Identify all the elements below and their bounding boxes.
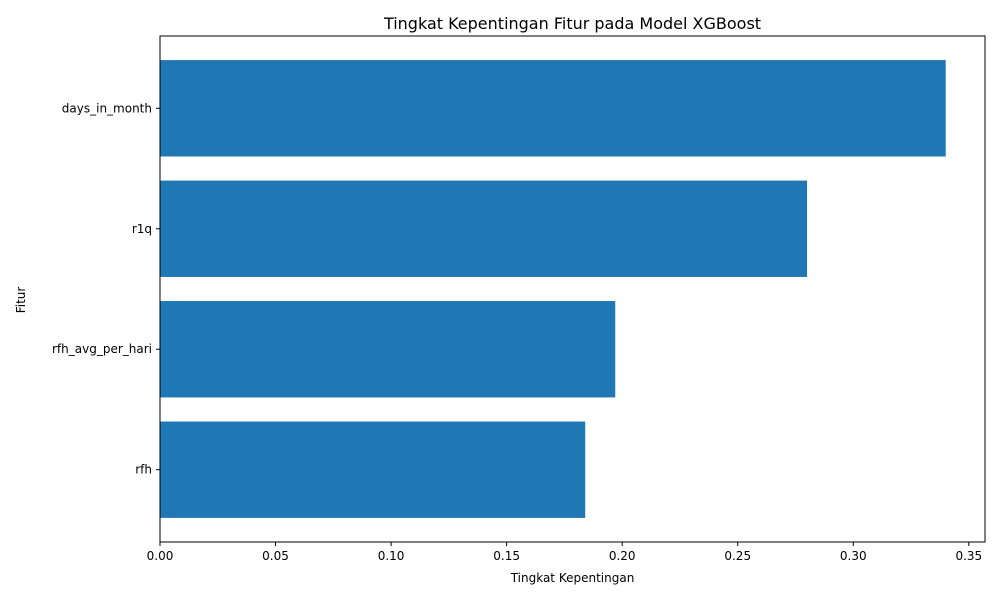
bar-r1q: [160, 180, 808, 277]
bar-rfh-avg-per-hari: [160, 301, 616, 398]
plot-frame: [159, 35, 986, 543]
x-tick-label: 0.30: [840, 549, 867, 563]
x-tick-label: 0.15: [493, 549, 520, 563]
chart-title: Tingkat Kepentingan Fitur pada Model XGB…: [383, 14, 761, 33]
y-tick-label: days_in_month: [62, 101, 152, 115]
y-axis-label: Fitur: [14, 287, 28, 314]
x-tick-label: 0.35: [955, 549, 982, 563]
y-tick-label: r1q: [132, 222, 152, 236]
y-tick-label: rfh: [135, 463, 152, 477]
x-tick-label: 0.05: [262, 549, 289, 563]
x-tick-label: 0.20: [609, 549, 636, 563]
bars-group: [160, 60, 946, 518]
x-tick-label: 0.25: [724, 549, 751, 563]
bar-days-in-month: [160, 60, 946, 157]
bar-rfh: [160, 421, 586, 518]
x-axis-label: Tingkat Kepentingan: [510, 571, 635, 585]
x-tick-label: 0.00: [147, 549, 174, 563]
x-tick-label: 0.10: [378, 549, 405, 563]
y-tick-label: rfh_avg_per_hari: [52, 342, 152, 356]
